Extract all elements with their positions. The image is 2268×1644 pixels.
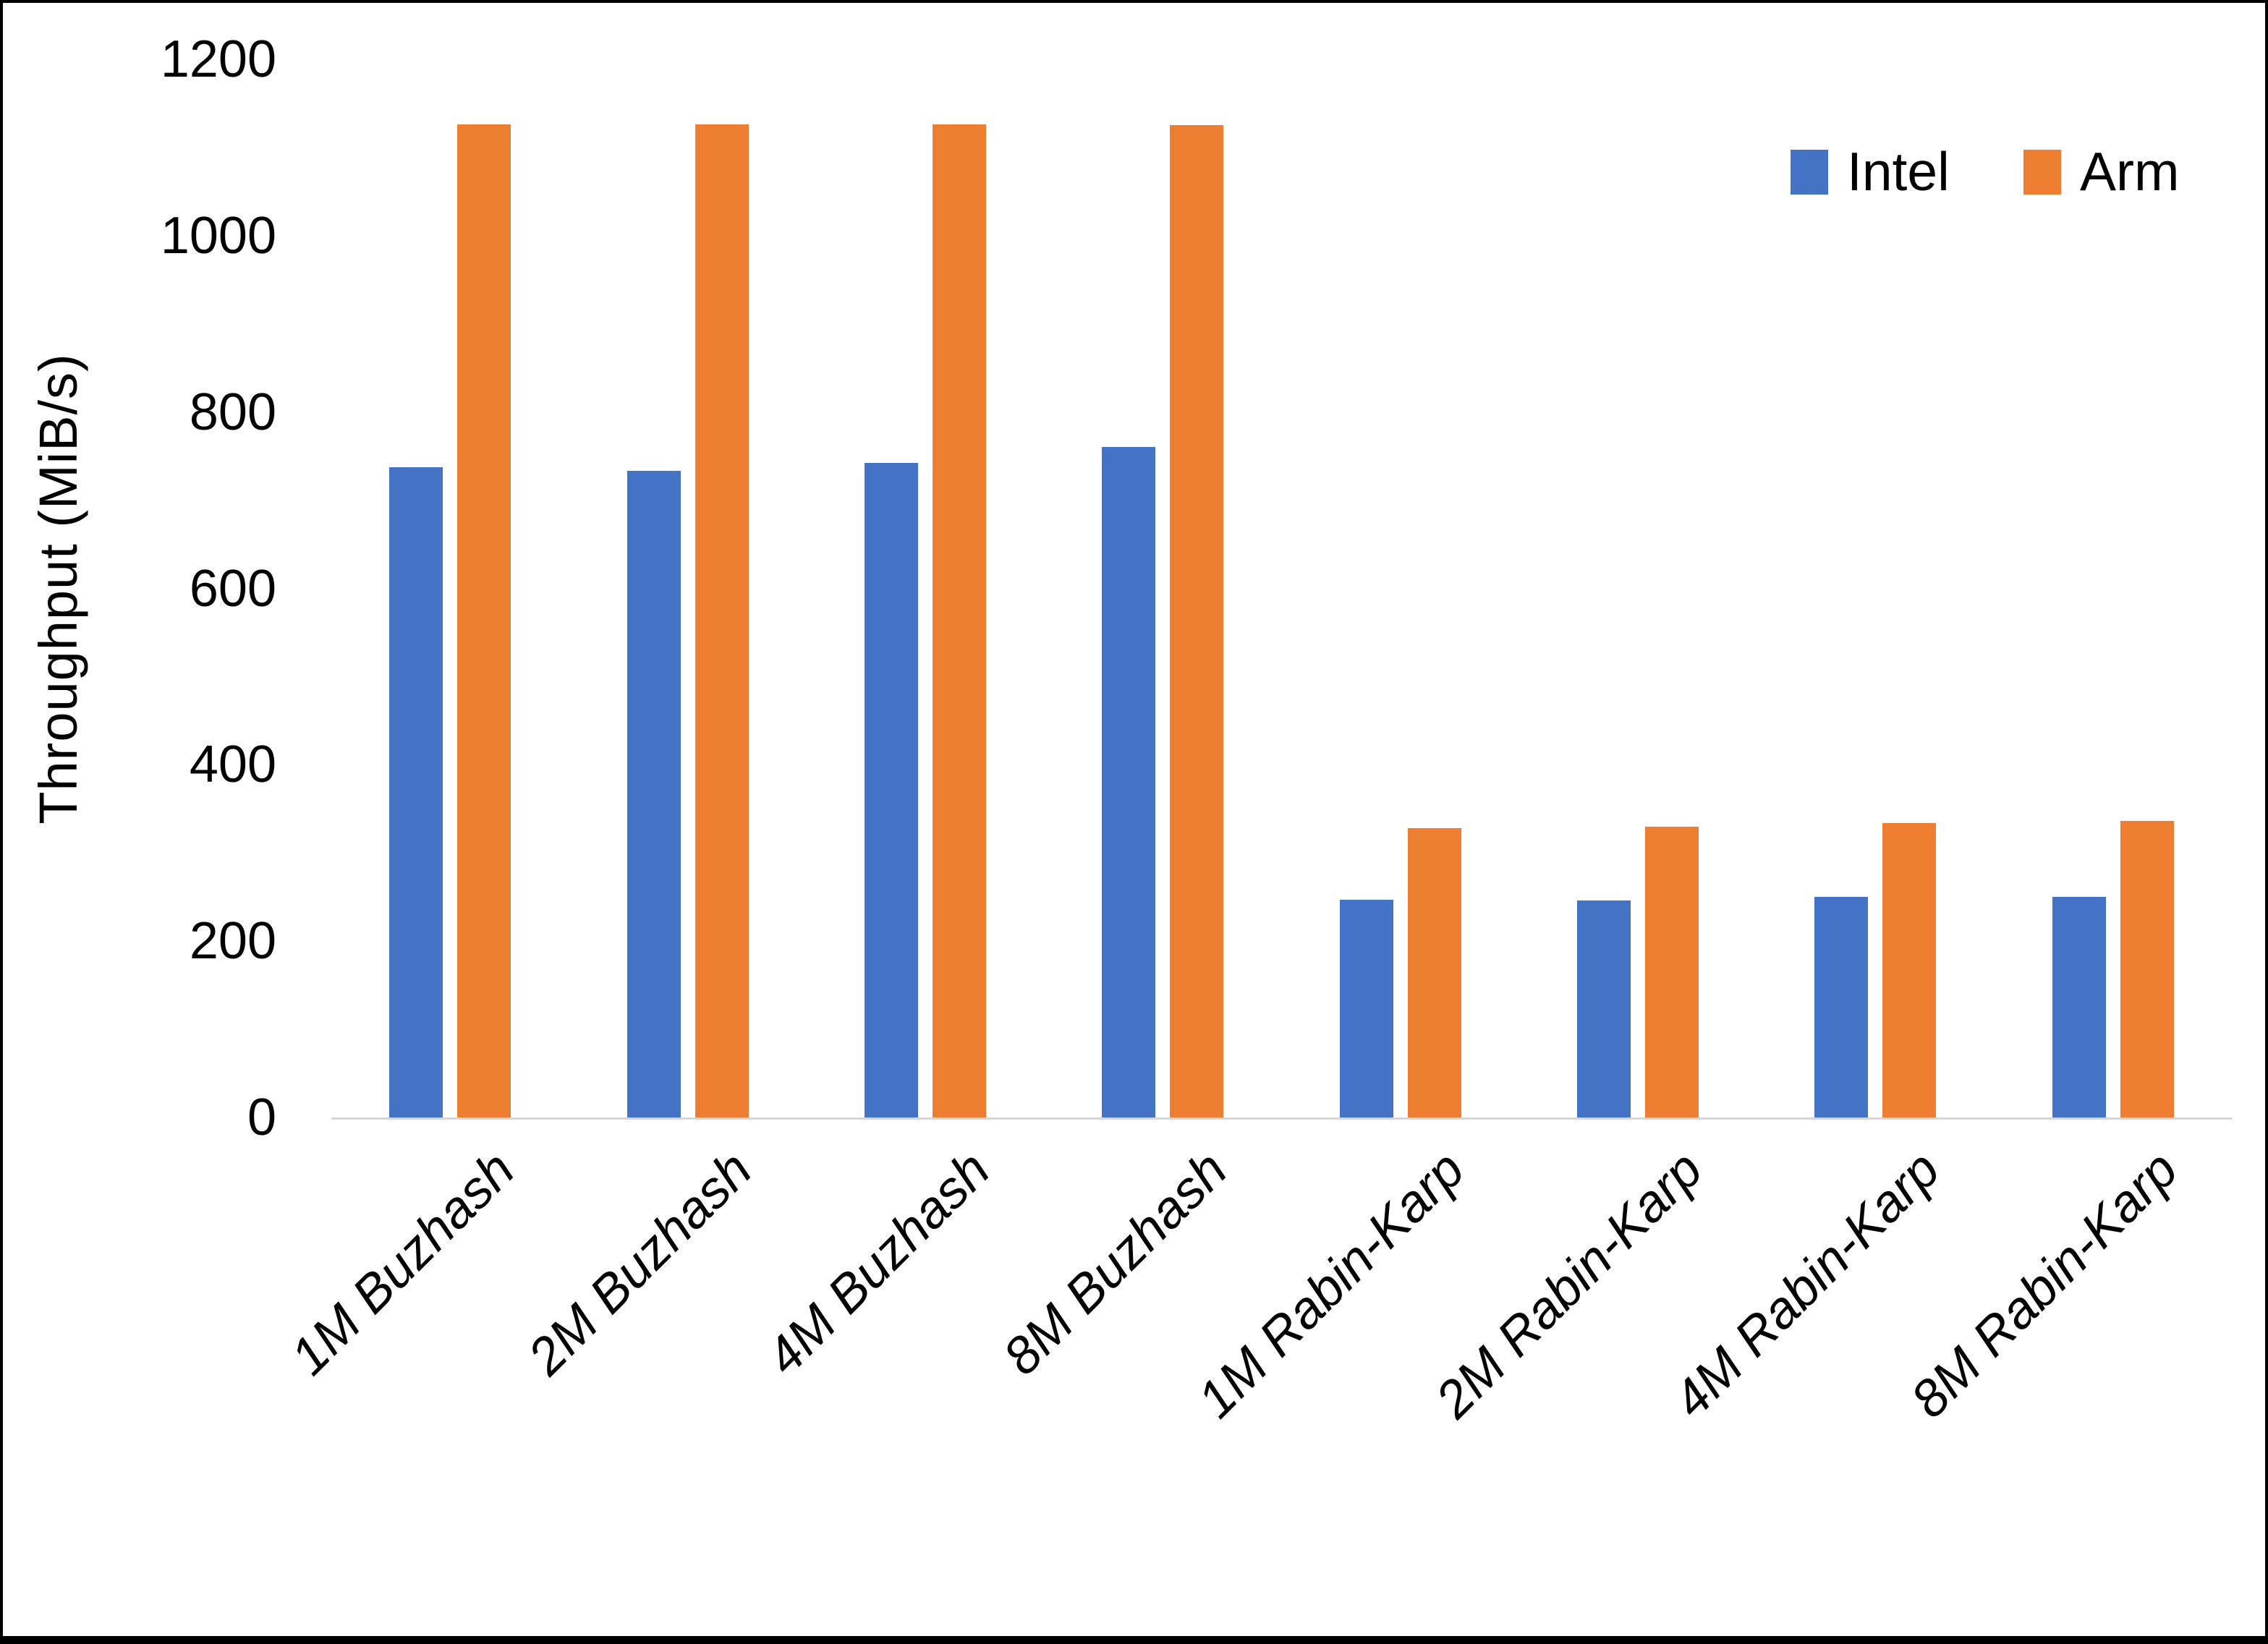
x-axis-line bbox=[331, 1117, 2232, 1120]
bar-arm-8m-buzhash bbox=[1170, 125, 1224, 1117]
bar-intel-1m-buzhash bbox=[389, 467, 443, 1117]
y-tick-400: 400 bbox=[189, 736, 276, 794]
bar-arm-4m-rabin-karp bbox=[1882, 822, 1937, 1117]
y-tick-1000: 1000 bbox=[160, 206, 276, 265]
legend-item-intel: Intel bbox=[1791, 145, 1950, 199]
legend-item-arm: Arm bbox=[2023, 145, 2179, 199]
legend-label-intel: Intel bbox=[1847, 141, 1950, 202]
y-tick-800: 800 bbox=[189, 383, 276, 441]
bar-intel-1m-rabin-karp bbox=[1339, 899, 1393, 1117]
x-label-8m-buzhash: 8M Buzhash bbox=[993, 1140, 1239, 1387]
y-tick-200: 200 bbox=[189, 912, 276, 971]
y-tick-0: 0 bbox=[247, 1089, 276, 1146]
legend-swatch-arm bbox=[2023, 149, 2061, 195]
x-label-1m-buzhash: 1M Buzhash bbox=[279, 1140, 526, 1387]
bar-intel-4m-buzhash bbox=[864, 463, 918, 1117]
x-label-4m-buzhash: 4M Buzhash bbox=[755, 1140, 1001, 1387]
bar-arm-1m-rabin-karp bbox=[1407, 828, 1461, 1117]
bar-arm-8m-rabin-karp bbox=[2120, 821, 2174, 1117]
bar-intel-4m-rabin-karp bbox=[1814, 897, 1869, 1117]
bar-intel-8m-buzhash bbox=[1102, 447, 1156, 1117]
bar-intel-8m-rabin-karp bbox=[2052, 897, 2106, 1117]
y-tick-1200: 1200 bbox=[160, 30, 276, 88]
bar-intel-2m-buzhash bbox=[627, 471, 681, 1117]
bar-arm-2m-buzhash bbox=[695, 124, 749, 1117]
legend-swatch-intel bbox=[1791, 149, 1828, 195]
legend-label-arm: Arm bbox=[2080, 141, 2180, 202]
bar-intel-2m-rabin-karp bbox=[1577, 900, 1631, 1117]
x-label-2m-buzhash: 2M Buzhash bbox=[517, 1140, 763, 1387]
y-tick-600: 600 bbox=[189, 559, 276, 618]
bar-arm-2m-rabin-karp bbox=[1645, 826, 1699, 1117]
bar-arm-1m-buzhash bbox=[457, 124, 511, 1117]
bar-arm-4m-buzhash bbox=[932, 124, 986, 1117]
